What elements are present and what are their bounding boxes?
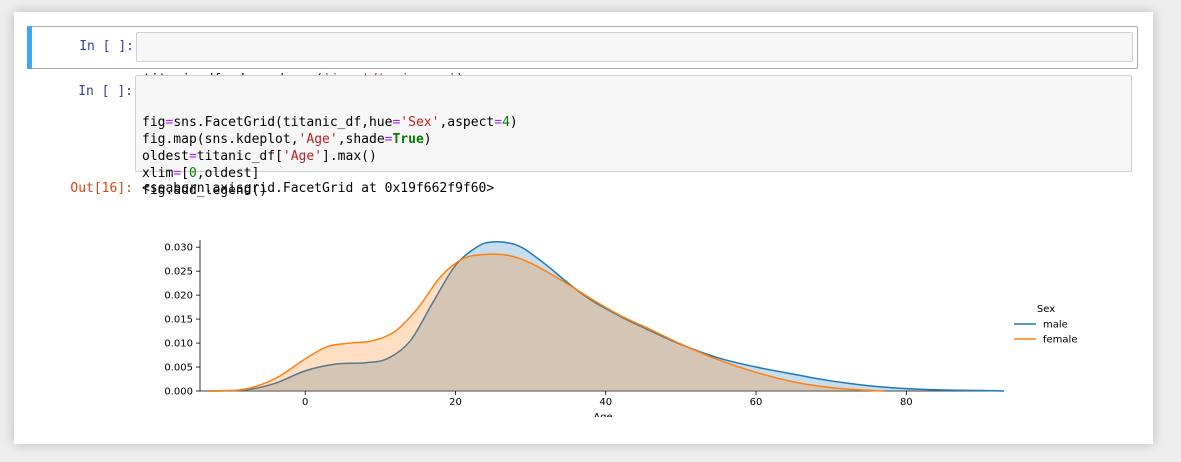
code-token: oldest (142, 149, 189, 164)
input-prompt: In [ ]: (79, 39, 134, 54)
y-tick-label: 0.010 (164, 339, 193, 350)
code-token: 'Age' (298, 132, 338, 147)
code-token: 0 (188, 166, 197, 181)
cell-selection-bar (27, 26, 32, 69)
y-tick-label: 0.015 (164, 315, 193, 326)
kde-line-female (207, 253, 884, 392)
y-tick-label: 0.000 (164, 387, 193, 398)
code-line: xlim=[0,oldest] (142, 165, 1125, 182)
y-tick-label: 0.005 (164, 363, 193, 374)
code-token: 'Sex' (400, 115, 440, 130)
code-token: = (494, 115, 503, 130)
code-input[interactable]: titanic_df=pd.read_csv('input/train.csv'… (136, 32, 1133, 87)
x-tick-label: 40 (599, 397, 612, 408)
input-prompt: In [ ]: (78, 84, 133, 99)
kde-area-male (207, 241, 1004, 391)
code-token: ].max() (322, 149, 377, 164)
code-line: fig=sns.FacetGrid(titanic_df,hue='Sex',a… (142, 114, 1125, 131)
kde-line-male (207, 240, 1005, 392)
code-line: fig.add_legend() (142, 182, 1125, 199)
code-cell-selected[interactable]: In [ ]: titanic_df=pd.read_csv('input/tr… (27, 26, 1138, 87)
code-token: = (392, 115, 401, 130)
x-tick-label: 20 (449, 397, 462, 408)
kde-area-female (207, 254, 884, 391)
code-token: fig.map(sns.kdeplot, (142, 132, 299, 147)
code-token: titanic_df[ (196, 149, 283, 164)
legend-label-male: male (1043, 320, 1068, 331)
output-prompt: Out[16]: (70, 181, 133, 196)
code-token: ) (423, 132, 432, 147)
code-input[interactable]: fig=sns.FacetGrid(titanic_df,hue='Sex',a… (135, 75, 1132, 198)
y-tick-label: 0.030 (164, 243, 193, 254)
code-line: oldest=titanic_df['Age'].max() (142, 148, 1125, 165)
legend-title: Sex (1037, 304, 1055, 315)
code-cell[interactable]: In [ ]: fig=sns.FacetGrid(titanic_df,hue… (27, 74, 1138, 198)
code-token: = (165, 115, 174, 130)
y-tick-label: 0.025 (164, 267, 193, 278)
code-token: sns.FacetGrid(titanic_df,hue (173, 115, 393, 130)
code-token: fig.add_legend() (142, 183, 268, 198)
code-token: fig (142, 115, 166, 130)
kde-plot: 0.000 0.005 0.010 0.015 0.020 0.025 0.030 0 20 40… (164, 240, 1077, 417)
x-tick-label: 0 (302, 397, 308, 408)
y-tick-label: 0.020 (164, 291, 193, 302)
code-block: fig=sns.FacetGrid(titanic_df,hue='Sex',a… (142, 114, 1125, 199)
code-token: 4 (502, 115, 510, 130)
notebook-container: In [ ]: titanic_df=pd.read_csv('input/tr… (14, 12, 1153, 444)
output-text: <seaborn.axisgrid.FacetGrid at 0x19f662f… (142, 181, 495, 196)
code-token: = (173, 166, 182, 181)
code-token: 'Age' (282, 149, 323, 164)
code-line: fig.map(sns.kdeplot,'Age',shade=True) (142, 131, 1125, 148)
code-token: xlim (142, 166, 174, 181)
code-token: = (188, 149, 197, 164)
code-token: True (392, 132, 424, 147)
x-tick-label: 60 (750, 397, 763, 408)
code-token: [ (181, 166, 189, 181)
code-token: ,aspect (439, 115, 495, 130)
code-token: = (384, 132, 393, 147)
x-tick-label: 80 (900, 397, 913, 408)
code-token: ,oldest] (196, 166, 260, 181)
x-axis-label: Age (593, 412, 612, 417)
code-token: ) (509, 115, 518, 130)
code-token: ,shade (337, 132, 385, 147)
legend-label-female: female (1043, 335, 1077, 346)
